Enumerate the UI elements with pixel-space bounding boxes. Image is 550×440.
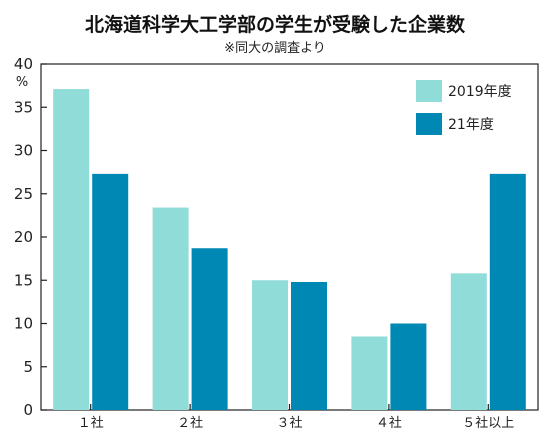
legend-label: 21年度 [448,117,494,133]
x-tick-label: ２社 [177,415,203,431]
bars [53,89,526,411]
bar-series2-5 [489,173,526,410]
y-tick-label: 25 [14,185,33,203]
x-tick-label: ５社以上 [462,415,514,431]
y-tick-label: 10 [14,315,33,333]
bar-series1-1 [53,89,90,411]
y-tick-label: 30 [14,142,33,160]
x-tick-label: ３社 [276,415,302,431]
legend-swatch [416,113,442,135]
y-tick-label: 0 [23,401,33,419]
bar-series2-1 [92,173,129,410]
y-tick-label: 35 [14,98,33,116]
bar-series2-2 [191,248,228,410]
y-tick-label: 20 [14,228,33,246]
x-axis-ticks: １社 ２社 ３社 ４社 ５社以上 [78,404,514,431]
chart-subtitle: ※同大の調査より [224,41,326,56]
bar-series1-3 [252,280,288,410]
bar-series1-5 [450,273,487,410]
x-tick-label: １社 [78,415,104,431]
legend: 2019年度 21年度 [416,80,512,135]
chart-title: 北海道科学大工学部の学生が受験した企業数 [84,14,465,36]
bar-series1-4 [351,336,388,410]
x-tick-label: ４社 [376,415,402,431]
legend-label: 2019年度 [448,84,512,100]
bar-series2-3 [291,281,327,410]
bar-series1-2 [152,207,189,410]
y-axis-ticks: 0 5 10 15 20 25 30 35 40 [14,55,47,419]
y-axis-unit: % [16,75,28,90]
legend-swatch [416,80,442,102]
y-tick-label: 40 [14,55,33,73]
bar-series2-4 [390,323,427,410]
y-tick-label: 5 [23,358,33,376]
y-tick-label: 15 [14,271,33,289]
